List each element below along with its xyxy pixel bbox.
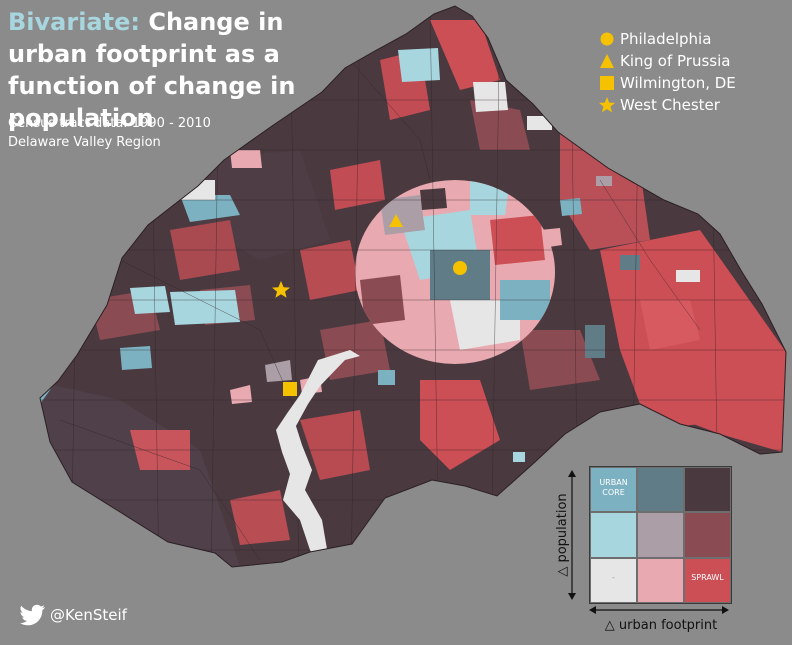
philadelphia-marker[interactable]: [453, 261, 467, 275]
x-axis-label: △ urban footprint: [604, 618, 718, 633]
subtitle-line-2: Delaware Valley Region: [8, 135, 161, 150]
author-credit[interactable]: @KenSteif: [20, 604, 127, 626]
triangle-icon: [600, 54, 614, 68]
subtitle-line-1: Census tract data: 1990 - 2010: [8, 116, 211, 131]
legend-cell-sprawl: SPRAWL: [684, 557, 731, 603]
wilmington-marker[interactable]: [283, 382, 297, 396]
title-accent: Bivariate:: [8, 8, 140, 36]
footprint-axis-arrow: [589, 606, 729, 614]
legend-cell: [637, 557, 684, 603]
legend-item-king-of-prussia: King of Prussia: [598, 50, 736, 72]
urban-core-label: URBAN CORE: [599, 478, 628, 497]
square-icon: [600, 76, 614, 90]
legend-cell: [684, 512, 731, 558]
legend-item-wilmington: Wilmington, DE: [598, 72, 736, 94]
y-axis-label: △ population: [555, 493, 570, 577]
legend-label: West Chester: [620, 96, 720, 114]
legend-label: Wilmington, DE: [620, 74, 736, 92]
twitter-bird-icon: [20, 604, 45, 626]
legend-cell: -: [590, 557, 637, 603]
sprawl-label: SPRAWL: [691, 572, 724, 582]
legend-label: Philadelphia: [620, 30, 712, 48]
population-axis-arrow: [568, 470, 576, 600]
circle-icon: [600, 32, 614, 46]
star-icon: [599, 97, 615, 113]
empty-mark: -: [612, 572, 615, 582]
legend-cell: [637, 512, 684, 558]
author-handle: @KenSteif: [50, 606, 127, 624]
legend-cell: [684, 467, 731, 513]
map-subtitle: Census tract data: 1990 - 2010 Delaware …: [8, 114, 211, 152]
legend-item-philadelphia: Philadelphia: [598, 28, 736, 50]
king-of-prussia-marker[interactable]: [389, 214, 403, 227]
map-title: Bivariate: Change in urban footprint as …: [8, 6, 368, 134]
bivariate-legend: URBAN CORE - SPRAWL: [589, 466, 732, 604]
legend-label: King of Prussia: [620, 52, 731, 70]
places-legend: Philadelphia King of Prussia Wilmington,…: [598, 28, 736, 116]
west-chester-marker[interactable]: [272, 281, 290, 298]
legend-cell-urban-core: URBAN CORE: [590, 467, 637, 513]
title-text: Change in urban footprint as a function …: [8, 8, 296, 132]
legend-cell: [637, 467, 684, 513]
legend-item-west-chester: West Chester: [598, 94, 736, 116]
legend-cell: [590, 512, 637, 558]
